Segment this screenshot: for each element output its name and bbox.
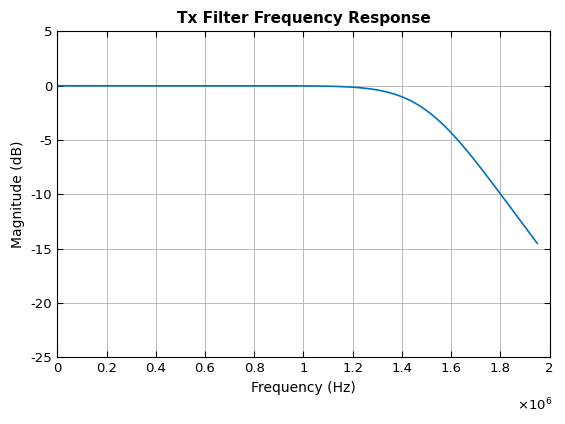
X-axis label: Frequency (Hz): Frequency (Hz) [251,381,356,395]
Title: Tx Filter Frequency Response: Tx Filter Frequency Response [177,11,431,26]
Text: $\times 10^6$: $\times 10^6$ [517,396,553,413]
Y-axis label: Magnitude (dB): Magnitude (dB) [11,141,25,248]
